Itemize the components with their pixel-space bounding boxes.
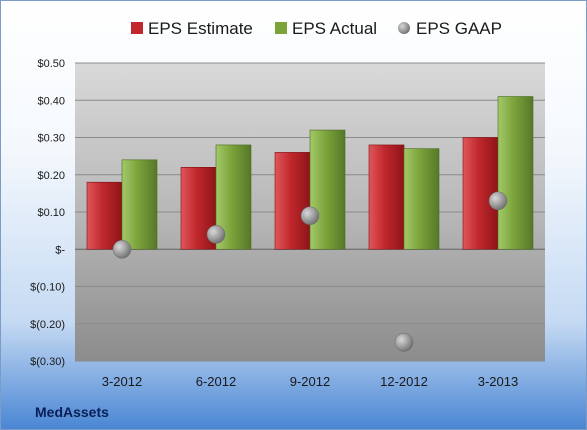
marker-eps-gaap — [394, 333, 414, 352]
marker-eps-gaap — [112, 240, 132, 259]
marker-eps-gaap — [206, 225, 226, 244]
x-tick-label: 12-2012 — [380, 374, 428, 389]
x-tick-label: 9-2012 — [290, 374, 330, 389]
legend-label-eps-estimate: EPS Estimate — [148, 19, 253, 38]
legend: EPS Estimate EPS Actual EPS GAAP — [131, 19, 502, 38]
legend-swatch-eps-actual — [275, 22, 287, 34]
y-tick-label: $(0.20) — [30, 319, 65, 331]
bar-eps-actual — [309, 129, 346, 250]
bar-eps-estimate — [86, 181, 123, 250]
bar-eps-estimate — [368, 144, 405, 250]
bar-eps-actual — [403, 148, 440, 250]
legend-swatch-eps-estimate — [131, 22, 143, 34]
y-axis: $0.50 $0.40 $0.30 $0.20 $0.10 $- $(0.10) $(0.20… — [30, 58, 65, 368]
x-tick-label: 6-2012 — [196, 374, 236, 389]
marker-eps-gaap — [300, 206, 320, 225]
y-tick-label: $(0.10) — [30, 282, 65, 294]
bar-eps-estimate — [274, 152, 311, 250]
legend-label-eps-actual: EPS Actual — [292, 19, 377, 38]
bar-eps-estimate — [462, 137, 499, 250]
x-axis: 3-2012 6-2012 9-2012 12-2012 3-2013 — [102, 374, 518, 389]
x-tick-label: 3-2012 — [102, 374, 142, 389]
y-tick-label: $0.20 — [37, 170, 65, 182]
y-tick-label: $- — [55, 244, 65, 256]
y-tick-label: $0.30 — [37, 133, 65, 145]
legend-swatch-eps-gaap — [398, 22, 410, 34]
x-tick-label: 3-2013 — [478, 374, 518, 389]
y-tick-label: $0.40 — [37, 95, 65, 107]
company-name: MedAssets — [35, 404, 109, 420]
y-tick-label: $(0.30) — [30, 356, 65, 368]
marker-eps-gaap — [488, 191, 508, 211]
bar-eps-actual — [121, 159, 158, 250]
y-tick-label: $0.50 — [37, 58, 65, 70]
legend-label-eps-gaap: EPS GAAP — [416, 19, 502, 38]
y-tick-label: $0.10 — [37, 207, 65, 219]
bar-eps-actual — [497, 96, 534, 250]
marker-group — [112, 191, 508, 352]
